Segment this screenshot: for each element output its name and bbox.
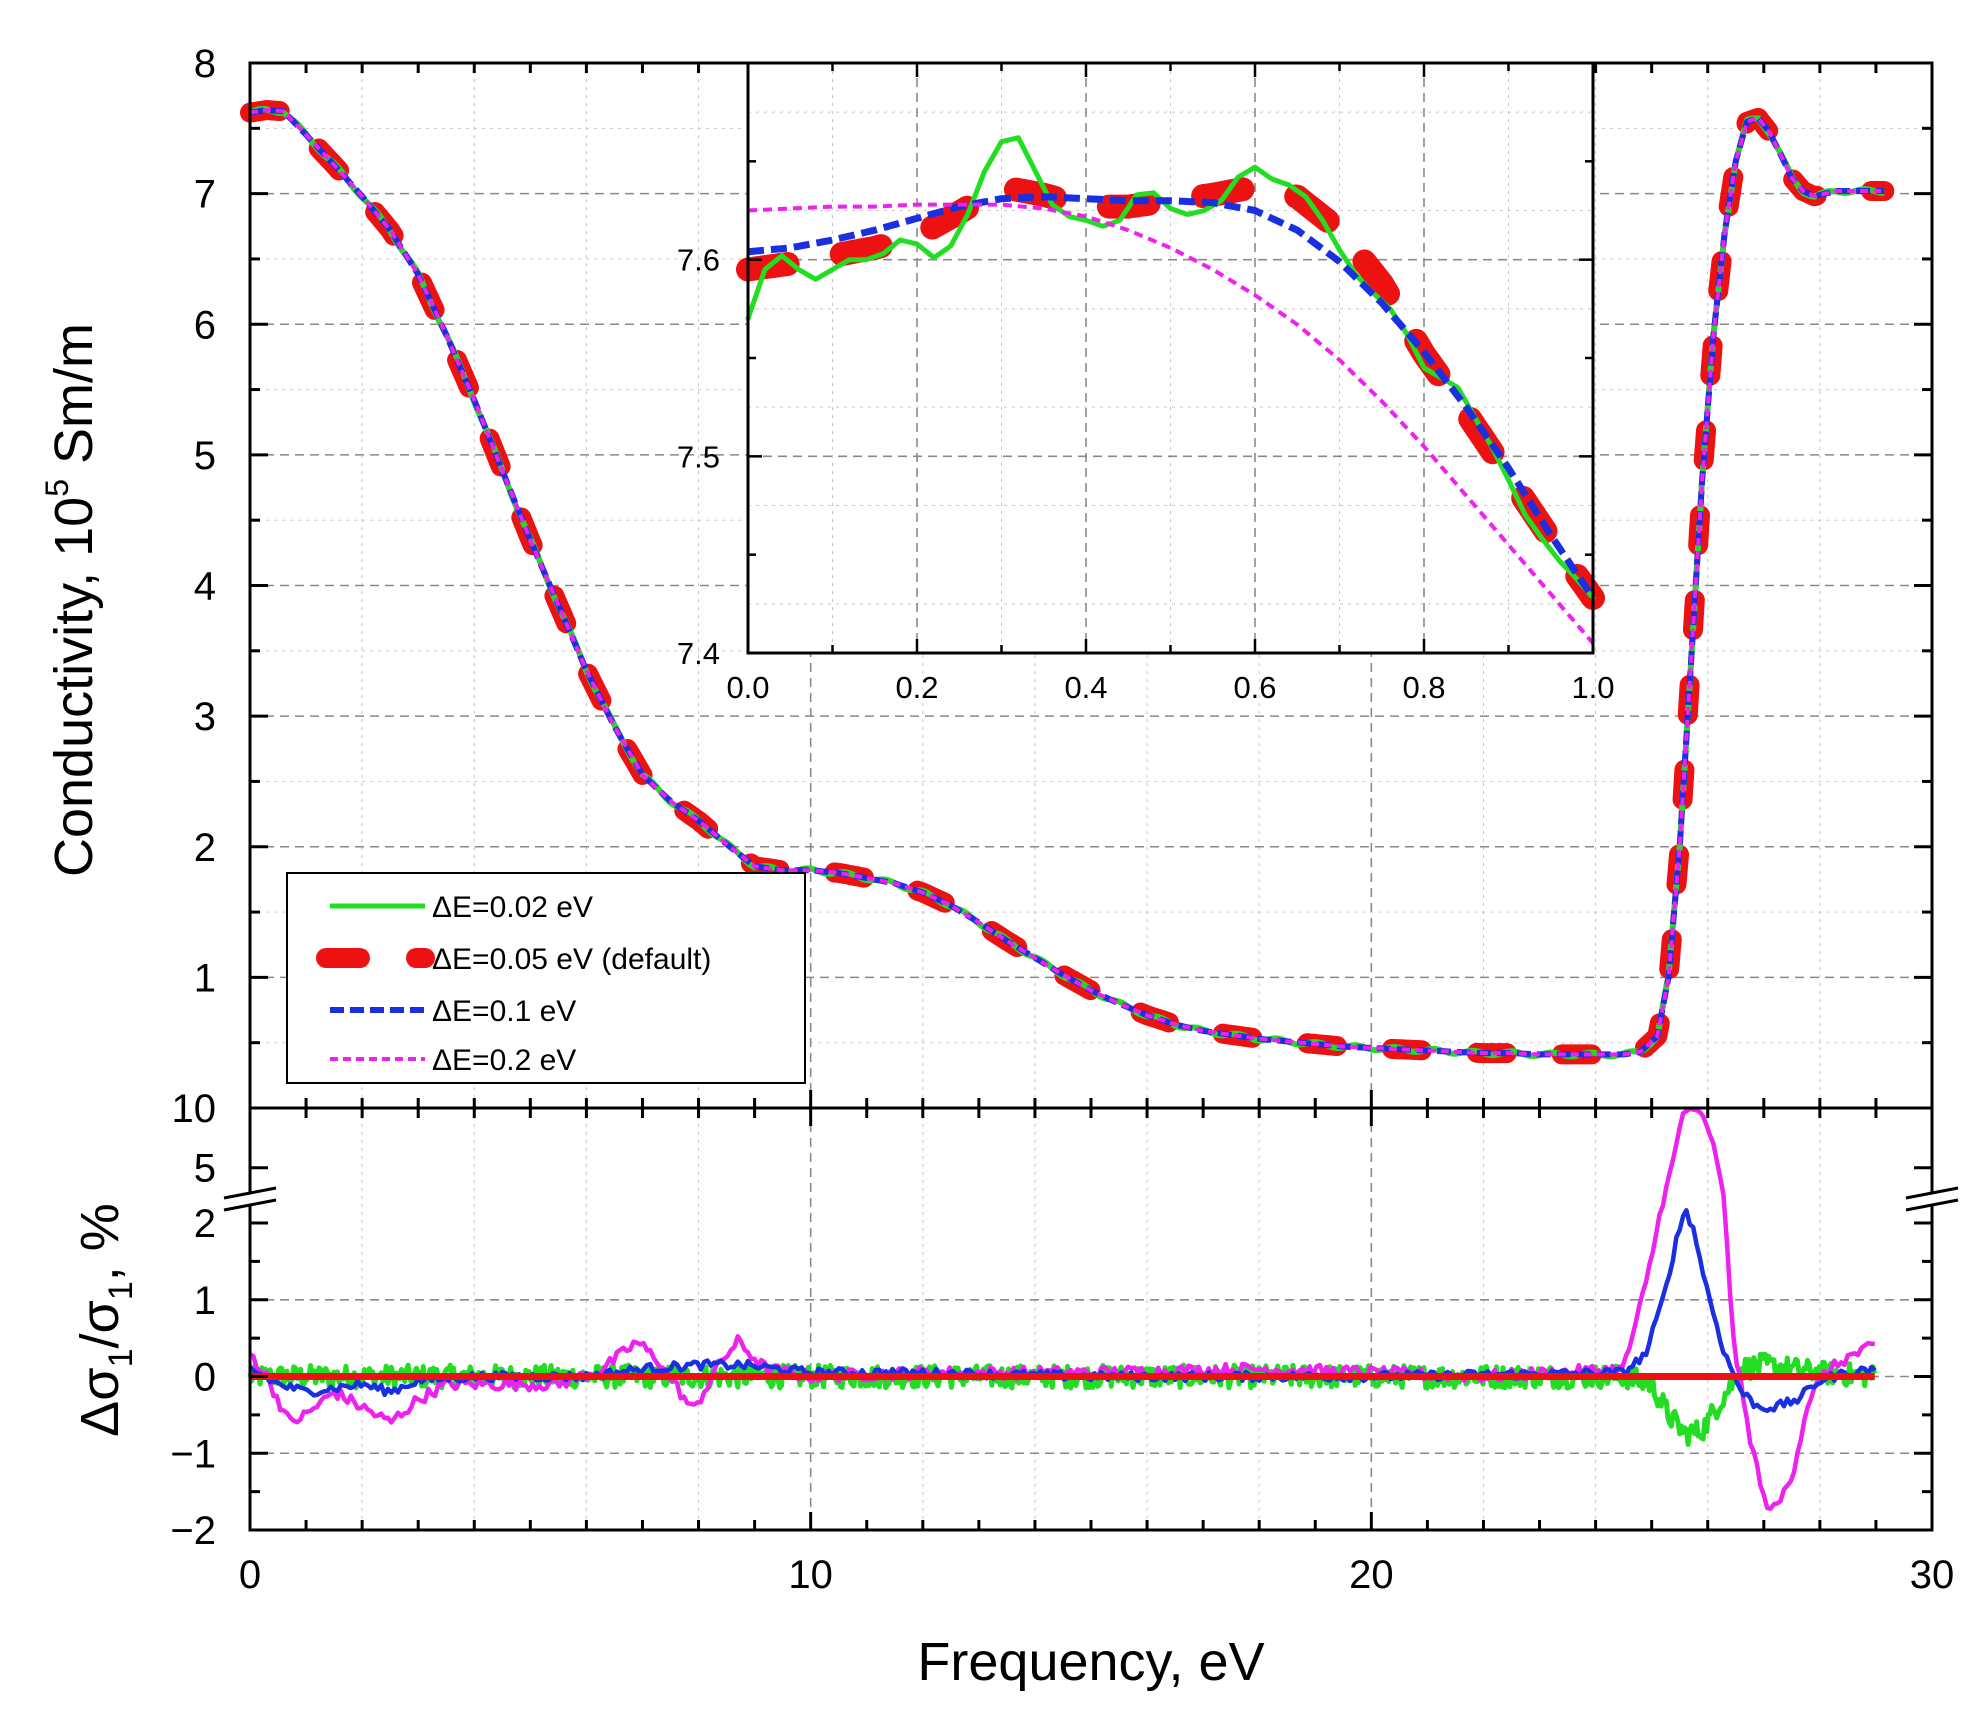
res-ytick-label: −2 (170, 1509, 216, 1553)
main-series-0p2 (249, 108, 1885, 1057)
y-axis-title-exponent: 5 (39, 479, 75, 497)
inset-series (736, 135, 1605, 645)
main-ytick-label: 7 (194, 173, 216, 217)
res-ytick-label: 2 (194, 1202, 216, 1246)
x-axis-title: Frequency, eV (917, 1632, 1264, 1692)
main-ytick-label: 4 (194, 565, 216, 609)
main-ytick-label: 5 (194, 434, 216, 478)
res-xtick-label: 30 (1910, 1553, 1955, 1597)
inset-grid (748, 63, 1593, 653)
main-series (240, 100, 1895, 1065)
res-upper-ytick-label: 10 (172, 1087, 217, 1131)
inset-ytick-label: 7.4 (677, 636, 720, 671)
axis-break-stroke (1905, 1186, 1959, 1200)
legend-label-0p2: ΔE=0.2 eV (432, 1044, 576, 1077)
legend: ΔE=0.02 eV ΔE=0.05 eV (default) ΔE=0.1 e… (286, 872, 806, 1084)
legend-label-0p02: ΔE=0.02 eV (432, 891, 593, 924)
main-ticks (248, 61, 1934, 1110)
residual-ytick-labels: −2 −1 0 1 2 5 10 (170, 1087, 216, 1553)
residual-y-axis-title: Δσ1/σ1, % (70, 1203, 140, 1437)
inset-ytick-labels: 7.4 7.5 7.6 (677, 243, 720, 671)
res-ytick-label: −1 (170, 1432, 216, 1476)
axis-break-stroke (223, 1198, 277, 1212)
res-ylabel-sub-1: 1 (102, 1348, 140, 1367)
inset-ytick-label: 7.6 (677, 243, 720, 278)
inset-xtick-label: 0.2 (895, 670, 938, 705)
residual-xtick-labels: 0 10 20 30 (239, 1553, 1954, 1597)
main-ytick-label: 1 (194, 956, 216, 1000)
main-ytick-label: 6 (194, 303, 216, 347)
axis-break-stroke (223, 1186, 277, 1200)
inset-series-0p2 (747, 202, 1595, 645)
legend-label-0p1: ΔE=0.1 eV (432, 995, 576, 1028)
res-xtick-label: 20 (1349, 1553, 1394, 1597)
inset-series-0p05 (736, 174, 1605, 610)
inset-panel: 0.0 0.2 0.4 0.6 0.8 1.0 7.4 7.5 7.6 (677, 61, 1615, 705)
res-ytick-label: 0 (194, 1356, 216, 1400)
main-y-axis-title: Conductivity, 105 Sm/m (39, 323, 104, 877)
main-ytick-label: 2 (194, 826, 216, 870)
inset-xtick-label: 0.0 (726, 670, 769, 705)
y-axis-title-base: Conductivity, 10 (44, 497, 104, 877)
legend-label-0p05: ΔE=0.05 eV (default) (432, 943, 711, 976)
y-axis-title-unit: Sm/m (44, 323, 104, 479)
inset-series-0p02 (745, 135, 1596, 601)
res-xtick-label: 0 (239, 1553, 261, 1597)
res-ylabel-delta-sigma: Δσ (70, 1367, 130, 1436)
main-ytick-label: 3 (194, 695, 216, 739)
inset-xtick-label: 0.6 (1233, 670, 1276, 705)
axis-break-stroke (1905, 1198, 1959, 1212)
res-ylabel-slash-sigma: /σ (70, 1300, 130, 1348)
main-ytick-label: 8 (194, 42, 216, 86)
residual-series (247, 1106, 1878, 1511)
inset-ytick-label: 7.5 (677, 439, 720, 474)
inset-ticks (746, 61, 1595, 655)
inset-series-0p1 (747, 193, 1596, 600)
axis-break-marks (222, 1186, 1960, 1212)
inset-xtick-label: 0.8 (1402, 670, 1445, 705)
residual-ticks (248, 1106, 1934, 1532)
res-xtick-label: 10 (788, 1553, 833, 1597)
inset-xtick-label: 1.0 (1571, 670, 1614, 705)
res-ylabel-sub-2: 1 (102, 1281, 140, 1300)
main-ytick-labels: 1 2 3 4 5 6 7 8 (194, 42, 216, 1000)
inset-xtick-labels: 0.0 0.2 0.4 0.6 0.8 1.0 (726, 670, 1614, 705)
res-ytick-label: 1 (194, 1279, 216, 1323)
inset-xtick-label: 0.4 (1064, 670, 1107, 705)
res-ylabel-percent: , % (70, 1203, 130, 1281)
res-upper-ytick-label: 5 (194, 1147, 216, 1191)
